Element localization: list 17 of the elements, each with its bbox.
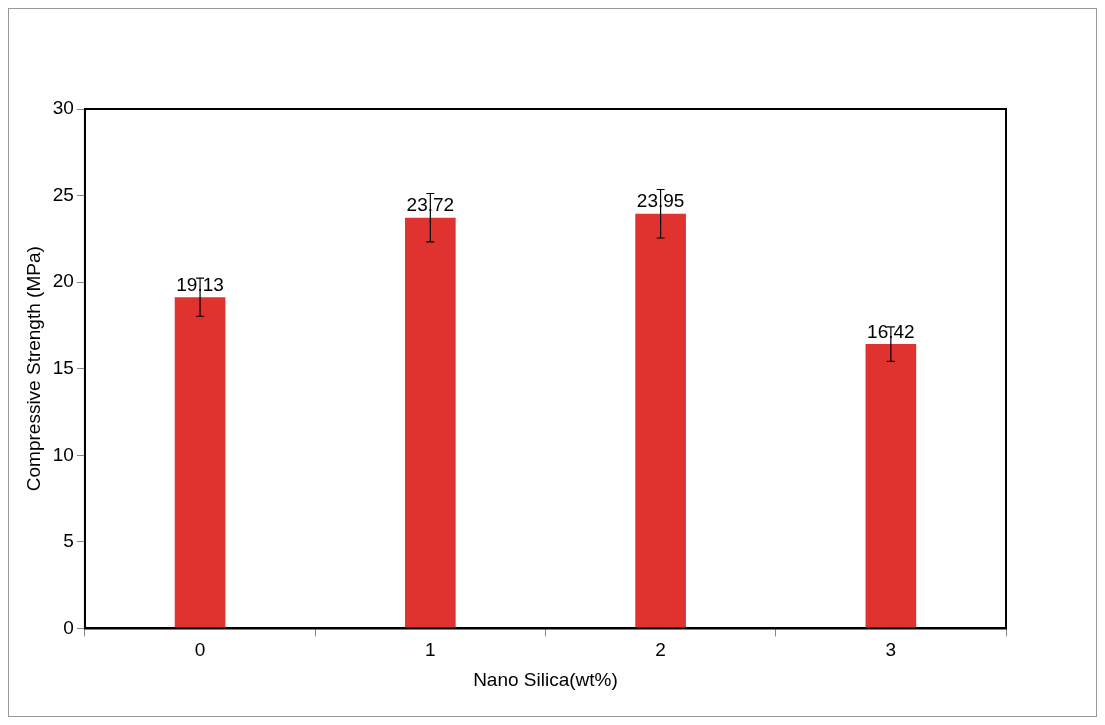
bar: [405, 217, 456, 628]
x-tick-label: 0: [194, 639, 206, 661]
y-axis-title: Compressive Strength (MPa): [22, 246, 44, 492]
x-axis-title: Nano Silica(wt%): [473, 668, 618, 690]
y-tick-label: 20: [52, 270, 74, 292]
x-tick-label: 1: [425, 639, 436, 661]
y-tick-label: 10: [52, 443, 74, 465]
bar: [635, 213, 686, 628]
y-tick-label: 0: [63, 616, 74, 638]
y-tick-label: 30: [52, 97, 74, 119]
y-tick-label: 25: [52, 183, 74, 205]
bar: [865, 344, 917, 628]
y-tick-label: 15: [52, 356, 74, 378]
x-tick-label: 3: [885, 639, 897, 661]
y-tick-label: 5: [63, 530, 74, 552]
x-tick-label: 2: [655, 639, 666, 661]
bar: [174, 297, 226, 628]
